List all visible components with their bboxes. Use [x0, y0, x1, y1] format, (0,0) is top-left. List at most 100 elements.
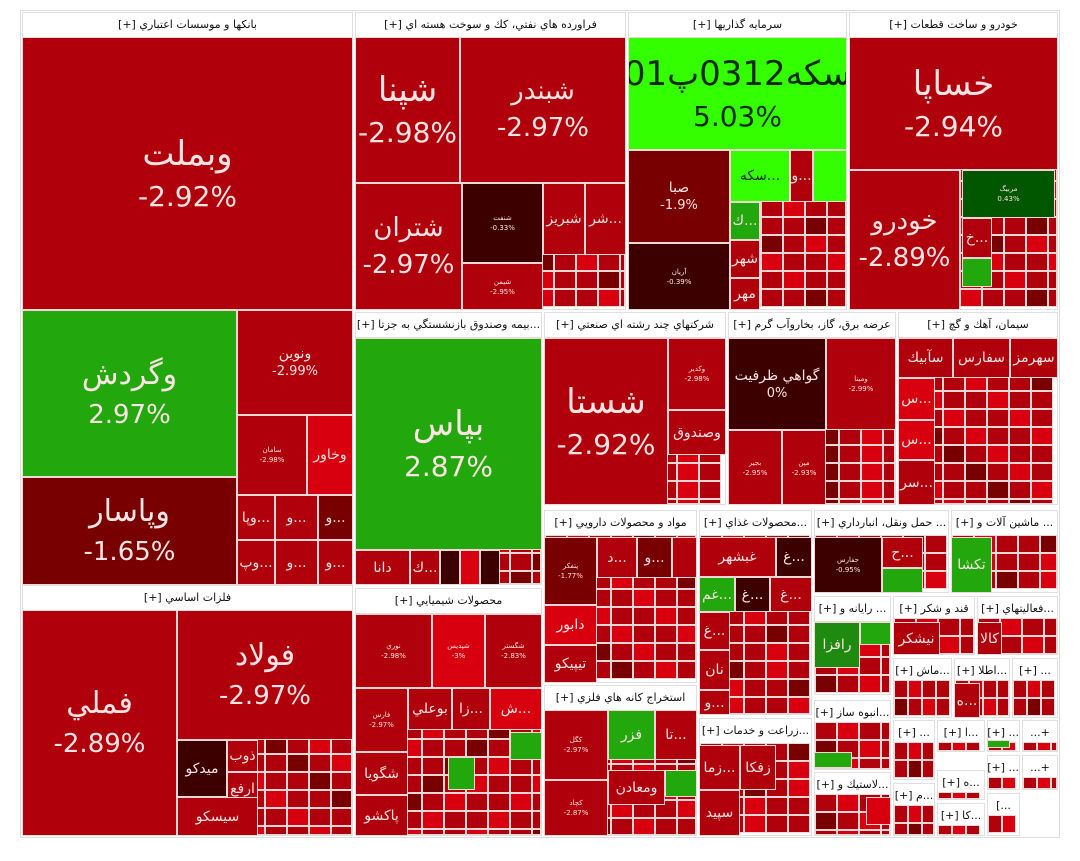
- stock-tile[interactable]: [837, 722, 859, 740]
- stock-tile[interactable]: [1018, 571, 1040, 589]
- stock-tile[interactable]: [883, 499, 895, 504]
- stock-tile[interactable]: [1048, 289, 1057, 307]
- stock-tile[interactable]: [444, 739, 466, 757]
- stock-tile[interactable]: خساپا -2.94%: [849, 37, 1058, 170]
- stock-tile[interactable]: [576, 289, 598, 307]
- stock-tile[interactable]: [1040, 553, 1057, 571]
- stock-tile[interactable]: [813, 150, 847, 202]
- stock-tile[interactable]: حفارس -0.95%: [814, 537, 882, 593]
- stock-tile[interactable]: [677, 499, 699, 504]
- stock-tile[interactable]: [861, 499, 883, 504]
- stock-tile[interactable]: [965, 391, 987, 409]
- stock-tile[interactable]: [766, 815, 788, 833]
- stock-tile[interactable]: ...و: [275, 495, 318, 540]
- stock-tile[interactable]: [883, 463, 895, 481]
- stock-tile[interactable]: [744, 679, 766, 697]
- stock-tile[interactable]: [331, 808, 352, 826]
- stock-tile[interactable]: [466, 793, 488, 811]
- stock-tile[interactable]: دابور: [544, 605, 597, 645]
- stock-tile[interactable]: [422, 775, 444, 793]
- stock-tile[interactable]: [1031, 445, 1053, 463]
- stock-tile[interactable]: [1044, 636, 1057, 654]
- stock-tile[interactable]: [783, 235, 805, 253]
- stock-tile[interactable]: [287, 790, 309, 808]
- stock-tile[interactable]: [805, 271, 827, 289]
- stock-tile[interactable]: [444, 829, 466, 835]
- stock-tile[interactable]: [805, 253, 827, 271]
- stock-tile[interactable]: ...وپا: [237, 495, 275, 540]
- stock-tile[interactable]: [962, 258, 992, 287]
- stock-tile[interactable]: [922, 805, 934, 823]
- stock-tile[interactable]: ...غم: [699, 577, 735, 612]
- sector-header[interactable]: فراورده هاي نفتي، كك و سوخت هسته اي [+]: [384, 18, 597, 31]
- stock-tile[interactable]: [1031, 481, 1053, 499]
- stock-tile[interactable]: ...و: [275, 540, 318, 585]
- stock-tile[interactable]: [598, 271, 620, 289]
- stock-tile[interactable]: كگل -2.97%: [544, 710, 608, 780]
- stock-tile[interactable]: [938, 825, 952, 835]
- stock-tile[interactable]: ...خ: [962, 218, 992, 258]
- stock-tile[interactable]: [655, 643, 677, 661]
- stock-tile[interactable]: [665, 770, 697, 797]
- stock-tile[interactable]: [744, 625, 766, 643]
- stock-tile[interactable]: ...شر: [585, 183, 626, 255]
- stock-tile[interactable]: [861, 445, 883, 463]
- stock-tile[interactable]: [1037, 742, 1051, 751]
- stock-tile[interactable]: [859, 758, 881, 769]
- stock-tile[interactable]: وخاور: [307, 415, 353, 495]
- stock-tile[interactable]: وبملت -2.92%: [22, 37, 353, 310]
- stock-tile[interactable]: سآبيك: [898, 338, 953, 378]
- stock-tile[interactable]: ...س: [898, 378, 935, 420]
- stock-tile[interactable]: ...زما: [699, 745, 740, 790]
- stock-tile[interactable]: [309, 790, 331, 808]
- stock-tile[interactable]: [1022, 618, 1044, 636]
- stock-tile[interactable]: [922, 823, 934, 835]
- stock-tile[interactable]: شيمن -2.95%: [462, 263, 543, 310]
- stock-tile[interactable]: [837, 675, 859, 693]
- stock-tile[interactable]: [611, 643, 633, 661]
- stock-tile[interactable]: [894, 760, 908, 778]
- stock-tile[interactable]: [1051, 777, 1057, 789]
- stock-tile[interactable]: [444, 811, 466, 829]
- stock-tile[interactable]: [827, 271, 846, 289]
- stock-tile[interactable]: شتران -2.97%: [355, 183, 462, 310]
- stock-tile[interactable]: [883, 481, 895, 499]
- sector-header[interactable]: محصولات شيميايي [+]: [394, 594, 503, 607]
- stock-tile[interactable]: شگويا: [355, 752, 408, 795]
- stock-tile[interactable]: [1000, 636, 1022, 654]
- stock-tile[interactable]: [422, 757, 444, 775]
- stock-tile[interactable]: [1009, 409, 1031, 427]
- stock-tile[interactable]: [510, 793, 532, 811]
- stock-tile[interactable]: [960, 636, 974, 654]
- stock-tile[interactable]: [309, 826, 331, 835]
- stock-tile[interactable]: [827, 217, 846, 235]
- stock-tile[interactable]: [1027, 680, 1041, 698]
- stock-tile[interactable]: [532, 829, 541, 835]
- stock-tile[interactable]: [894, 698, 908, 716]
- stock-tile[interactable]: [960, 618, 974, 636]
- stock-tile[interactable]: [805, 217, 827, 235]
- stock-tile[interactable]: [488, 829, 510, 835]
- stock-tile[interactable]: [965, 427, 987, 445]
- stock-tile[interactable]: [925, 553, 947, 571]
- stock-tile[interactable]: [331, 772, 352, 790]
- stock-tile[interactable]: [983, 698, 997, 716]
- sector-header[interactable]: ...محصولات غذاي [+]: [703, 516, 808, 529]
- stock-tile[interactable]: ...و: [790, 150, 813, 202]
- stock-tile[interactable]: [815, 675, 837, 693]
- stock-tile[interactable]: ومينا -2.99%: [826, 338, 896, 430]
- stock-tile[interactable]: [554, 271, 576, 289]
- stock-tile[interactable]: شستا -2.92%: [544, 338, 668, 505]
- stock-tile[interactable]: [532, 811, 541, 829]
- stock-tile[interactable]: [1031, 391, 1053, 409]
- stock-tile[interactable]: [655, 625, 677, 643]
- stock-tile[interactable]: [943, 409, 965, 427]
- stock-tile[interactable]: [766, 625, 788, 643]
- stock-tile[interactable]: ونوين -2.99%: [237, 310, 353, 415]
- stock-tile[interactable]: [1026, 271, 1048, 289]
- stock-tile[interactable]: [938, 636, 960, 654]
- stock-tile[interactable]: [532, 775, 541, 793]
- stock-tile[interactable]: [1000, 618, 1022, 636]
- stock-tile[interactable]: [881, 740, 890, 758]
- stock-tile[interactable]: [805, 289, 827, 307]
